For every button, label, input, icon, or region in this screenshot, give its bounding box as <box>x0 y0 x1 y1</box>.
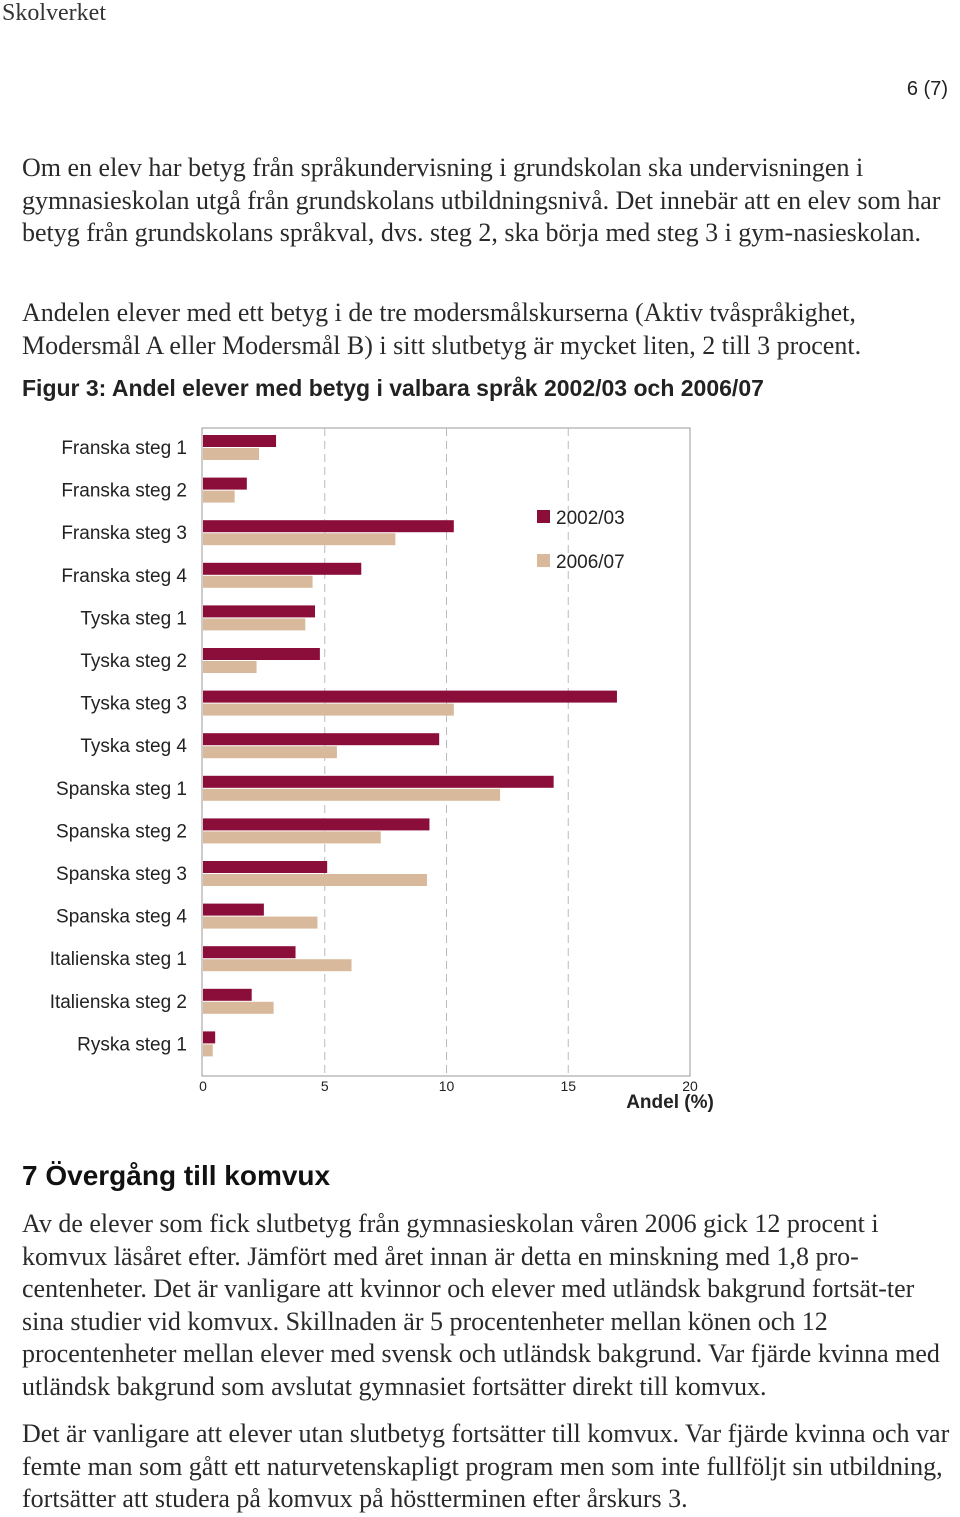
category-label: Tyska steg 1 <box>80 608 187 629</box>
page-number: 6 (7) <box>906 78 948 100</box>
bar-2002-03 <box>203 818 430 831</box>
category-label: Franska steg 4 <box>61 566 187 587</box>
bar-2002-03 <box>203 946 296 959</box>
category-label: Franska steg 3 <box>61 523 187 544</box>
paragraph-komvux-no-diploma: Det är vanligare att elever utan slutbet… <box>22 1419 950 1513</box>
bar-2002-03 <box>203 1031 216 1044</box>
bar-2006-07 <box>203 1001 274 1014</box>
bar-2006-07 <box>203 661 257 673</box>
bar-2006-07 <box>203 490 235 503</box>
bar-2002-03 <box>203 690 617 703</box>
bar-2006-07 <box>203 618 306 631</box>
category-label: Italienska steg 2 <box>50 992 187 1013</box>
category-label: Ryska steg 1 <box>77 1034 187 1055</box>
category-label: Spanska steg 3 <box>56 864 187 885</box>
x-tick-label: 20 <box>682 1078 698 1094</box>
bar-2002-03 <box>203 605 316 618</box>
figure-title: Figur 3: Andel elever med betyg i valbar… <box>22 375 764 401</box>
bar-2002-03 <box>203 988 252 1001</box>
bar-2002-03 <box>203 648 320 660</box>
legend-label-2006-07: 2006/07 <box>556 552 625 573</box>
section-heading: 7 Övergång till komvux <box>22 1160 331 1191</box>
bar-2002-03 <box>203 477 247 490</box>
bar-2006-07 <box>203 959 352 972</box>
bar-2002-03 <box>203 775 554 788</box>
bar-2002-03 <box>203 861 328 873</box>
category-label: Italienska steg 1 <box>50 949 187 970</box>
category-label: Spanska steg 1 <box>56 779 187 800</box>
category-label: Franska steg 2 <box>61 481 187 502</box>
bar-2006-07 <box>203 746 337 759</box>
bar-2006-07 <box>203 575 313 588</box>
legend-label-2002-03: 2002/03 <box>556 508 625 529</box>
bar-2002-03 <box>203 903 264 916</box>
x-tick-label: 0 <box>199 1078 207 1094</box>
header-organization: Skolverket <box>2 0 106 26</box>
x-axis-label: Andel (%) <box>626 1092 714 1113</box>
paragraph-mother-tongue: Andelen elever med ett betyg i de tre mo… <box>22 298 862 360</box>
category-label: Spanska steg 4 <box>56 907 187 928</box>
category-label: Franska steg 1 <box>61 438 187 459</box>
paragraph-language-level: Om en elev har betyg från språkundervisn… <box>22 153 941 247</box>
bar-2006-07 <box>203 1044 213 1057</box>
bar-2006-07 <box>203 916 318 929</box>
bar-2002-03 <box>203 520 454 533</box>
category-label: Tyska steg 2 <box>80 651 187 672</box>
category-label: Tyska steg 3 <box>80 694 187 715</box>
legend-swatch-2002-03 <box>537 510 550 523</box>
bar-2006-07 <box>203 874 428 886</box>
x-tick-label: 10 <box>439 1078 455 1094</box>
chart-bars <box>203 435 617 1057</box>
bar-2002-03 <box>203 562 362 575</box>
category-labels: Franska steg 1 Franska steg 2 Franska steg… <box>50 438 188 1055</box>
x-tick-label: 5 <box>321 1078 329 1094</box>
bar-2002-03 <box>203 733 440 746</box>
bar-2006-07 <box>203 533 396 546</box>
x-tick-labels: 0 5 10 15 20 <box>199 1078 698 1094</box>
paragraph-komvux-transition: Av de elever som fick slutbetyg från gym… <box>22 1209 940 1401</box>
bar-2006-07 <box>203 703 454 716</box>
bar-2006-07 <box>203 448 260 460</box>
bar-2006-07 <box>203 788 501 801</box>
category-label: Tyska steg 4 <box>80 736 187 757</box>
legend: 2002/03 2006/07 <box>537 508 625 573</box>
bar-2002-03 <box>203 435 277 447</box>
x-tick-label: 15 <box>560 1078 576 1094</box>
category-label: Spanska steg 2 <box>56 821 187 842</box>
legend-swatch-2006-07 <box>537 554 550 567</box>
bar-2006-07 <box>203 831 381 844</box>
bar-chart: Franska steg 1 Franska steg 2 Franska steg… <box>50 427 714 1113</box>
